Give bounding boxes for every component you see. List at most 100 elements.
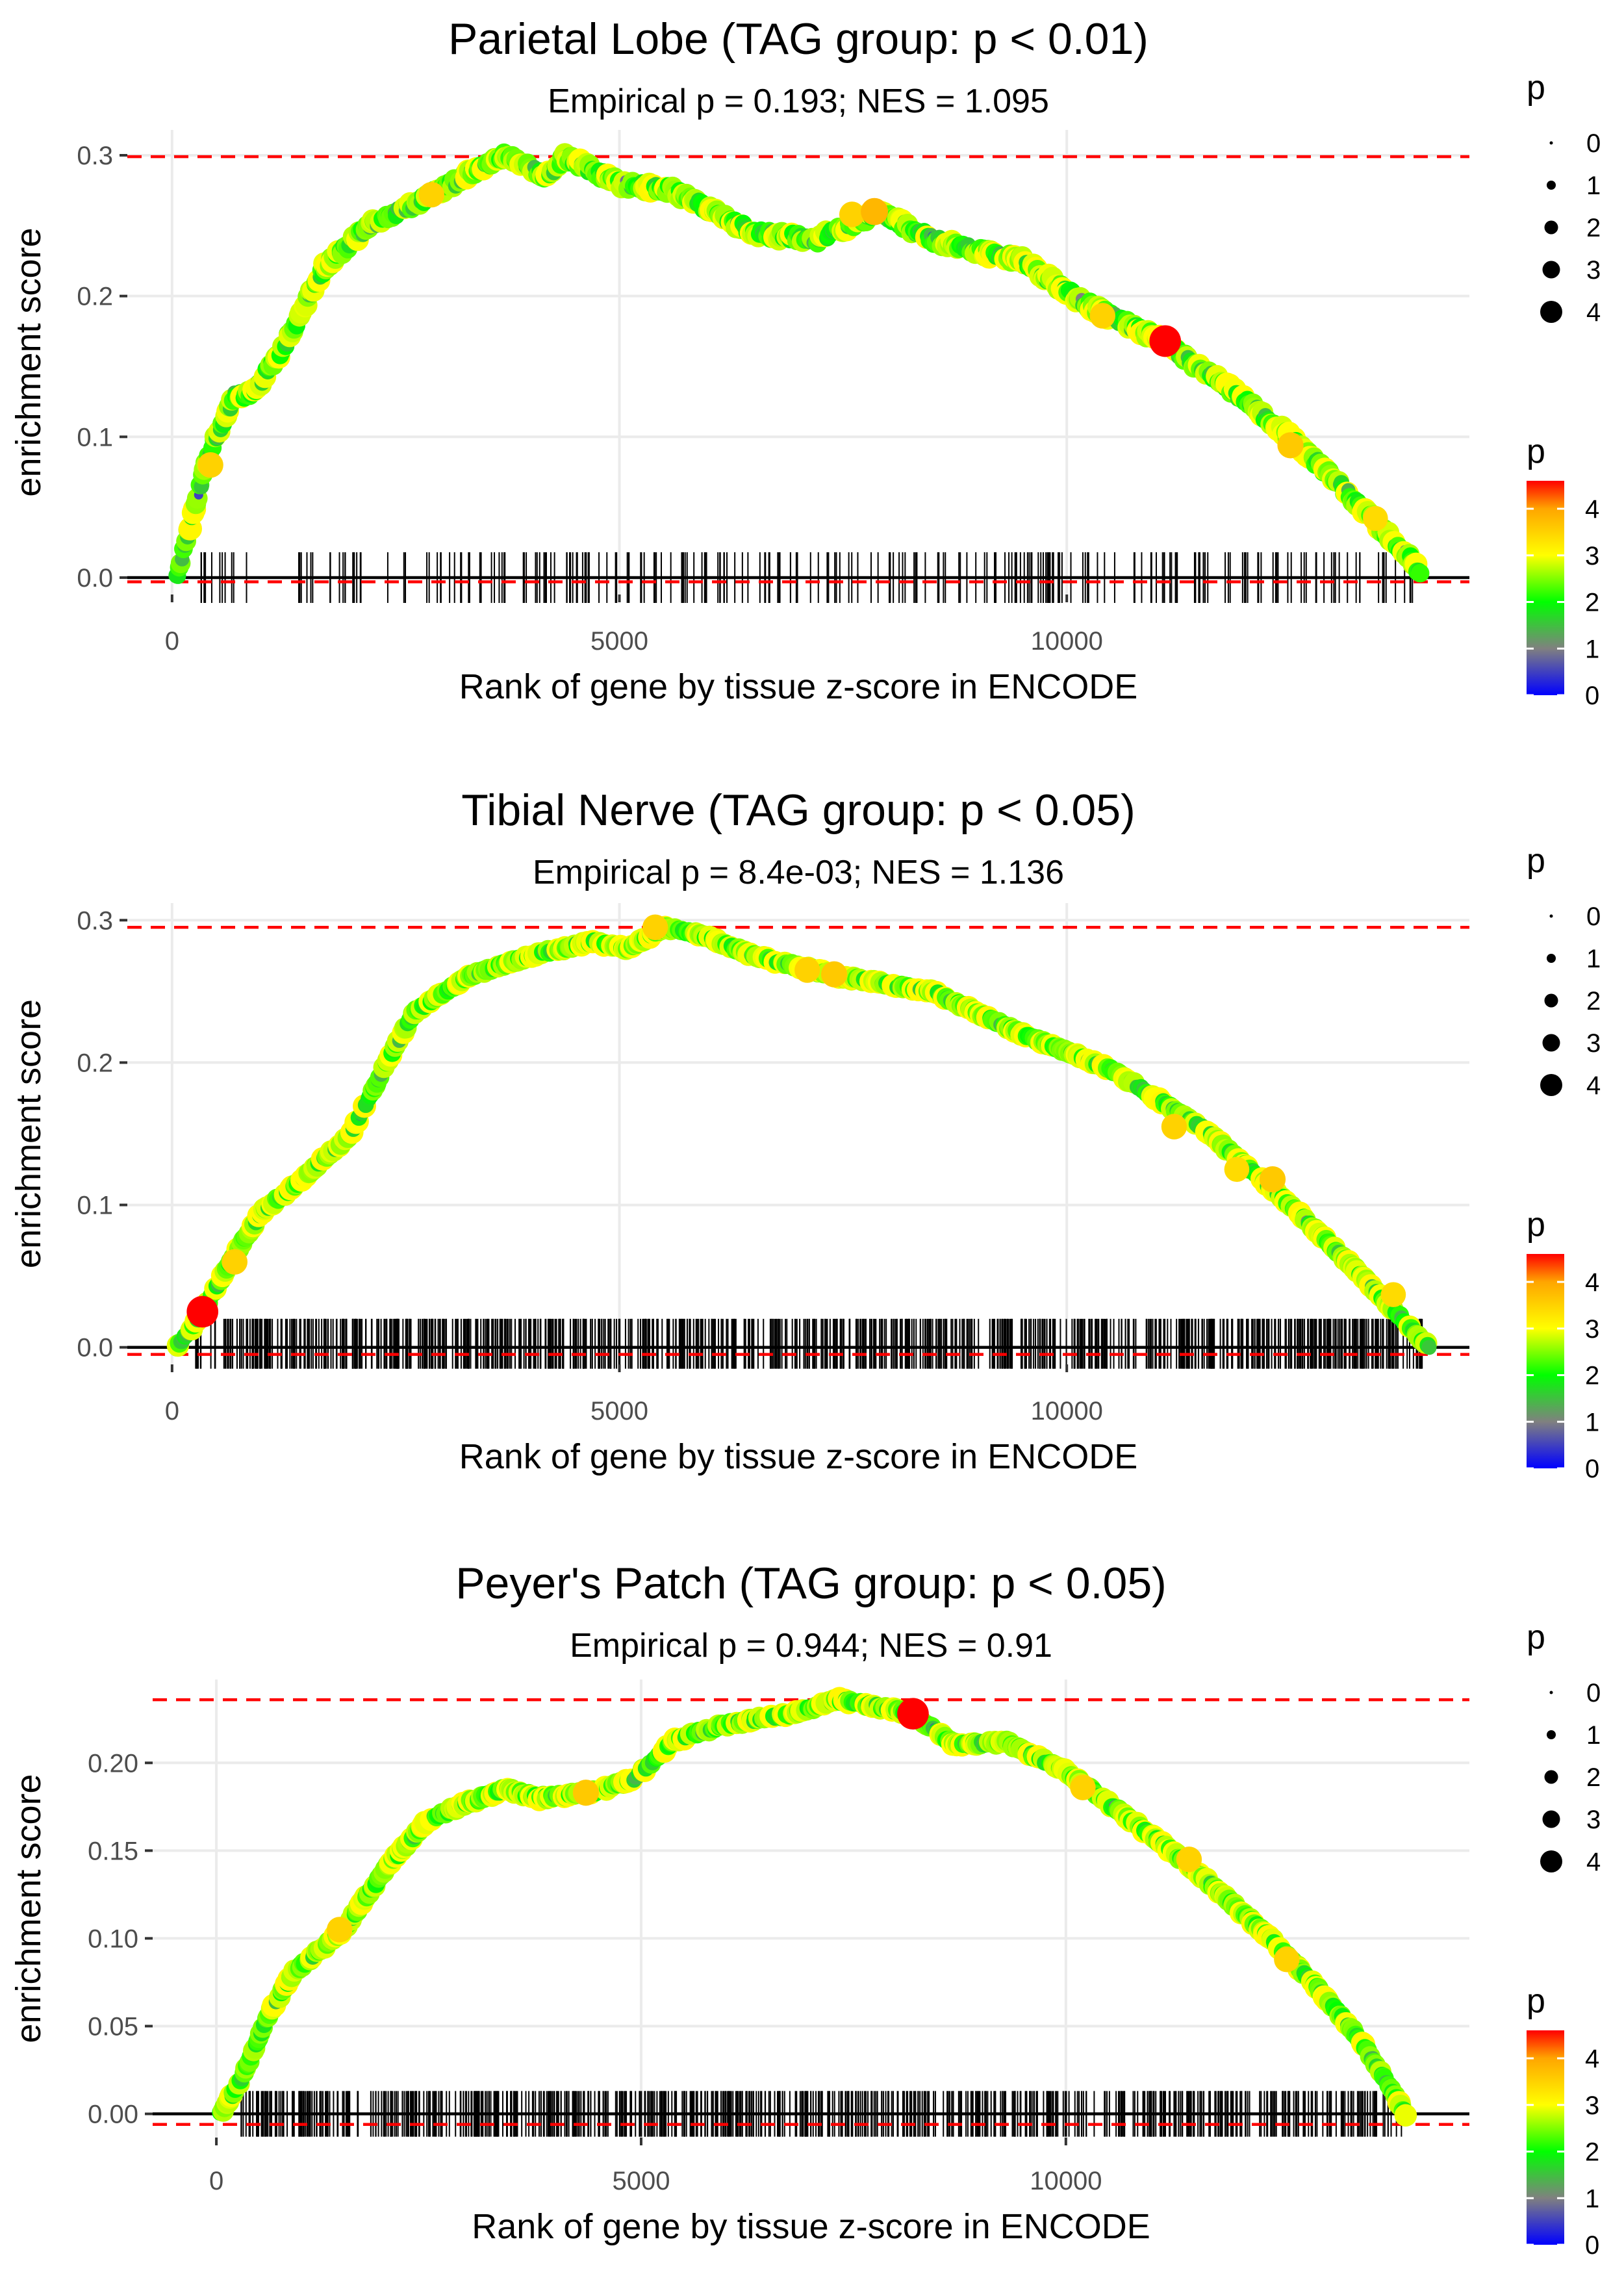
size-legend-label: 4	[1586, 1071, 1601, 1100]
size-legend-title: p	[1527, 842, 1545, 880]
color-legend-title: p	[1527, 433, 1545, 470]
size-legend-key	[1549, 141, 1553, 145]
size-legend-key	[1547, 954, 1556, 963]
color-legend-title: p	[1527, 1206, 1545, 1244]
panel-2: Tibial Nerve (TAG group: p < 0.05) Empiri…	[9, 786, 1601, 1483]
enrichment-point-highlight	[1277, 432, 1304, 459]
size-legend-label: 1	[1586, 172, 1601, 200]
color-legend-label: 0	[1585, 1455, 1599, 1483]
x-tick-label: 5000	[590, 1397, 648, 1425]
enrichment-points	[168, 143, 1430, 584]
color-legend: p 0 1 2 3 4	[1527, 1982, 1599, 2260]
size-legend-label: 2	[1586, 214, 1601, 242]
color-legend-label: 1	[1585, 2184, 1599, 2213]
size-legend-label: 1	[1586, 945, 1601, 973]
enrichment-point-highlight	[1274, 1947, 1300, 1973]
y-axis-title: enrichment score	[9, 999, 48, 1268]
size-legend-label: 0	[1586, 902, 1601, 931]
x-axis-title: Rank of gene by tissue z-score in ENCODE	[472, 2207, 1150, 2246]
size-legend-label: 1	[1586, 1721, 1601, 1750]
y-tick-label: 0.2	[77, 1049, 113, 1077]
chart-subtitle: Empirical p = 8.4e-03; NES = 1.136	[533, 854, 1064, 891]
color-legend-label: 3	[1585, 1315, 1599, 1344]
color-legend-label: 4	[1585, 495, 1599, 524]
color-legend-bar	[1527, 1254, 1564, 1468]
color-legend-label: 1	[1585, 1408, 1599, 1437]
x-tick-label: 0	[209, 2167, 223, 2195]
size-legend-key	[1549, 914, 1553, 918]
size-legend-label: 4	[1586, 1848, 1601, 1876]
chart-title: Parietal Lobe (TAG group: p < 0.01)	[448, 14, 1148, 64]
enrichment-point-highlight	[794, 957, 820, 983]
panel-3: Peyer's Patch (TAG group: p < 0.05) Empir…	[9, 1559, 1601, 2260]
size-legend-key	[1542, 1034, 1560, 1052]
enrichment-point-highlight	[222, 1249, 247, 1275]
x-axis-title: Rank of gene by tissue z-score in ENCODE	[459, 1437, 1137, 1476]
color-legend-label: 4	[1585, 2045, 1599, 2073]
enrichment-points	[212, 1687, 1417, 2127]
size-legend-label: 0	[1586, 129, 1601, 158]
y-tick-label: 0.1	[77, 1192, 113, 1220]
size-legend: p 0 1 2 3 4	[1527, 69, 1601, 327]
size-legend-title: p	[1527, 69, 1545, 107]
color-legend-label: 2	[1585, 1362, 1599, 1390]
y-tick-label: 0.2	[77, 283, 113, 311]
color-legend-label: 3	[1585, 542, 1599, 570]
enrichment-point-highlight	[1259, 1166, 1286, 1193]
y-axis-title: enrichment score	[9, 1774, 48, 2043]
size-legend-label: 3	[1586, 1806, 1601, 1834]
panel-1: Parietal Lobe (TAG group: p < 0.01) Empir…	[9, 14, 1601, 710]
enrichment-point-highlight	[327, 1917, 353, 1943]
x-axis-title: Rank of gene by tissue z-score in ENCODE	[459, 667, 1137, 706]
enrichment-point	[1394, 2104, 1417, 2127]
enrichment-point-highlight	[642, 914, 668, 940]
x-tick-label: 10000	[1030, 2167, 1102, 2195]
hit-ticks	[195, 1318, 1423, 1369]
size-legend-label: 2	[1586, 1763, 1601, 1792]
enrichment-point-highlight	[861, 198, 889, 225]
enrichment-point-highlight	[186, 1296, 219, 1328]
color-legend: p 0 1 2 3 4	[1527, 433, 1599, 710]
enrichment-point-highlight	[1380, 1282, 1406, 1307]
size-legend-key	[1540, 1850, 1562, 1872]
chart-subtitle: Empirical p = 0.193; NES = 1.095	[548, 83, 1049, 120]
size-legend-key	[1544, 1770, 1558, 1784]
x-tick-label: 0	[165, 1397, 179, 1425]
size-legend-key	[1547, 1730, 1556, 1739]
enrichment-point-highlight	[820, 961, 848, 988]
size-legend-key	[1542, 261, 1560, 279]
color-legend: p 0 1 2 3 4	[1527, 1206, 1599, 1483]
y-tick-label: 0.3	[77, 906, 113, 935]
color-legend-title: p	[1527, 1982, 1545, 2020]
size-legend-key	[1547, 181, 1556, 190]
color-legend-bar	[1527, 481, 1564, 695]
size-legend-label: 3	[1586, 1029, 1601, 1058]
enrichment-point-highlight	[1149, 325, 1182, 357]
enrichment-point-highlight	[1224, 1156, 1250, 1182]
enrichment-point-highlight	[1070, 1774, 1096, 1800]
color-legend-label: 2	[1585, 2138, 1599, 2167]
enrichment-point-highlight	[1089, 303, 1115, 329]
enrichment-point-highlight	[839, 201, 865, 227]
y-tick-label: 0.10	[88, 1924, 138, 1953]
size-legend-label: 0	[1586, 1679, 1601, 1707]
y-axis-title: enrichment score	[9, 227, 48, 496]
chart-title: Peyer's Patch (TAG group: p < 0.05)	[455, 1559, 1167, 1608]
enrichment-point-highlight	[897, 1698, 929, 1730]
x-tick-label: 10000	[1031, 627, 1103, 656]
color-legend-label: 4	[1585, 1268, 1599, 1297]
x-tick-label: 5000	[612, 2167, 670, 2195]
color-legend-label: 0	[1585, 682, 1599, 710]
size-legend-key	[1544, 220, 1558, 235]
size-legend: p 0 1 2 3 4	[1527, 1618, 1601, 1876]
enrichment-points	[166, 914, 1438, 1357]
y-tick-label: 0.3	[77, 142, 113, 170]
size-legend-label: 3	[1586, 256, 1601, 285]
x-tick-label: 10000	[1031, 1397, 1103, 1425]
enrichment-point-highlight	[1363, 505, 1388, 531]
y-tick-label: 0.20	[88, 1749, 138, 1778]
enrichment-point	[1421, 1340, 1437, 1355]
enrichment-point-highlight	[418, 181, 444, 208]
